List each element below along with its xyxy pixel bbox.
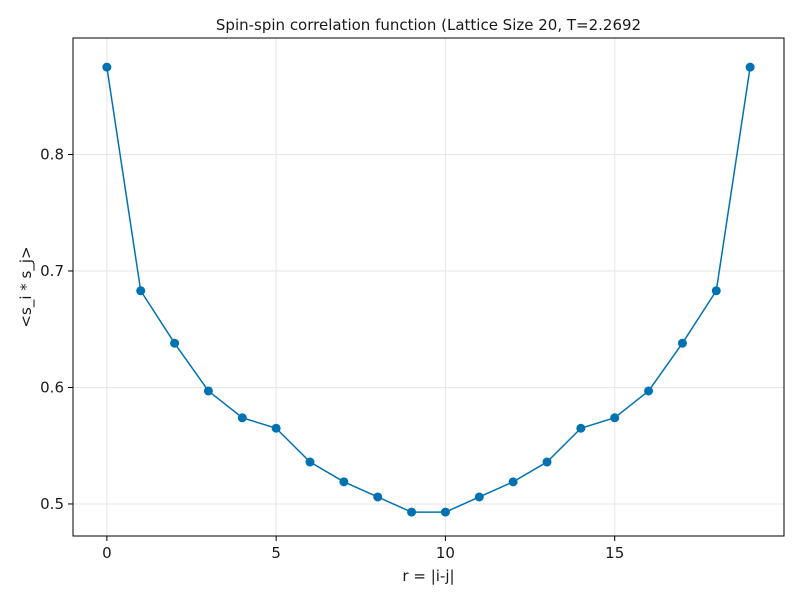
data-point: [136, 286, 146, 296]
data-point: [745, 62, 755, 72]
data-point: [407, 507, 417, 517]
y-tick-label: 0.8: [40, 145, 64, 163]
chart-title: Spin-spin correlation function (Lattice …: [216, 16, 641, 34]
plot-area: [72, 37, 785, 537]
x-tick-label: 10: [436, 544, 455, 562]
series-layer: [102, 62, 755, 517]
data-point: [644, 386, 654, 396]
data-point: [271, 423, 281, 433]
data-point: [677, 338, 687, 348]
x-tick-label: 0: [102, 544, 112, 562]
y-tick-label: 0.7: [40, 262, 64, 280]
y-tick-label: 0.6: [40, 378, 64, 396]
data-point: [170, 338, 180, 348]
data-point: [203, 386, 213, 396]
data-point: [102, 62, 112, 72]
data-point: [474, 492, 484, 502]
data-point: [339, 477, 349, 487]
data-point: [440, 507, 450, 517]
x-tick-label: 5: [271, 544, 281, 562]
x-tick-label: 15: [605, 544, 624, 562]
data-point: [508, 477, 518, 487]
grid: [73, 38, 784, 536]
data-point: [610, 413, 620, 423]
data-point: [305, 457, 315, 467]
axis-ticks: 0 5 10 15 0.5 0.6 0.7 0.8: [40, 145, 624, 562]
data-point: [711, 286, 721, 296]
series-line: [106, 67, 751, 513]
data-point: [542, 457, 552, 467]
data-point: [576, 423, 586, 433]
data-point: [237, 413, 247, 423]
y-axis-label: <s_i * s_j>: [17, 246, 36, 327]
x-axis-label: r = |i-j|: [402, 567, 454, 585]
y-tick-label: 0.5: [40, 495, 64, 513]
data-point: [373, 492, 383, 502]
